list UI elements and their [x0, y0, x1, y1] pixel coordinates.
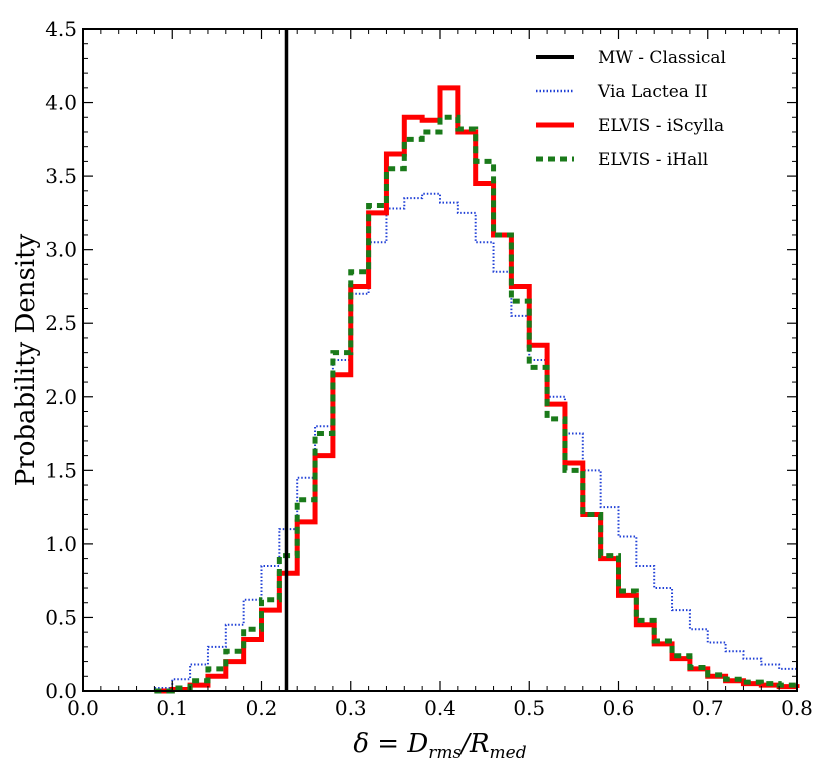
legend-label-elvis-iscylla: ELVIS - iScylla — [598, 116, 724, 136]
y-tick-label: 1.5 — [45, 458, 77, 482]
x-tick-label: 0.0 — [67, 696, 99, 720]
x-tick-label: 0.7 — [692, 696, 724, 720]
x-tick-label: 0.8 — [781, 696, 813, 720]
y-tick-label: 3.0 — [45, 238, 77, 262]
x-axis-label-prefix: δ = D — [353, 729, 428, 759]
x-tick-label: 0.3 — [335, 696, 367, 720]
series-via-lactea-ii — [136, 192, 798, 692]
y-tick-label: 2.0 — [45, 385, 77, 409]
y-tick-label: 1.0 — [45, 532, 77, 556]
x-tick-label: 0.2 — [246, 696, 278, 720]
x-tick-label: 0.4 — [424, 696, 456, 720]
plot-frame — [82, 28, 798, 692]
x-axis-label: δ = Drms/Rmed — [353, 729, 526, 763]
x-axis-label-mid: /R — [458, 729, 489, 759]
legend-label-elvis-ihall: ELVIS - iHall — [598, 150, 708, 170]
x-tick-label: 0.5 — [513, 696, 545, 720]
y-tick-label: 0.5 — [45, 605, 77, 629]
y-axis-label: Probability Density — [11, 233, 41, 486]
legend: MW - Classical Via Lactea II ELVIS - iSc… — [536, 48, 726, 170]
y-tick-label: 3.5 — [45, 164, 77, 188]
y-tick-label: 4.5 — [45, 17, 77, 41]
x-tick-label: 0.6 — [603, 696, 635, 720]
legend-label-mw-classical: MW - Classical — [598, 48, 726, 68]
x-axis-label-sub2: med — [490, 743, 527, 763]
x-axis-label-sub1: rms — [428, 743, 461, 763]
y-tick-label: 2.5 — [45, 311, 77, 335]
series-elvis-ihall — [154, 114, 800, 694]
x-tick-label: 0.1 — [156, 696, 188, 720]
plot-area — [136, 29, 800, 694]
y-tick-label: 0.0 — [45, 679, 77, 703]
axis-ticks: 0.0 0.1 0.2 0.3 0.4 0.5 0.6 0.7 0.8 0.0 0.5 1.0 1.5 2… — [45, 17, 813, 720]
legend-label-via-lactea-ii: Via Lactea II — [597, 82, 708, 102]
y-tick-label: 4.0 — [45, 91, 77, 115]
